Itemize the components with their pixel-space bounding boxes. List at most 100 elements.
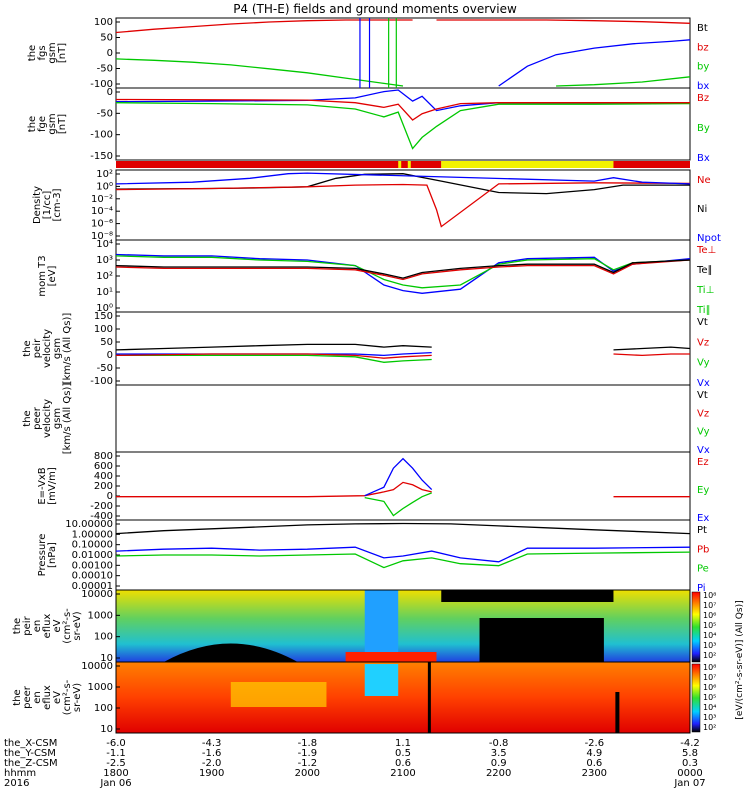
colorbar-tick: 10³	[703, 641, 716, 650]
time-axis-value: -1.2	[298, 758, 318, 769]
colorbar-tick: 10³	[703, 713, 716, 722]
series-line-Ex	[364, 457, 433, 497]
y-tick-label: 0.10000	[72, 540, 113, 551]
series-line-Ni	[115, 173, 690, 195]
legend-entry: Ti⊥	[696, 285, 714, 296]
y-tick-label: 50	[100, 337, 113, 348]
time-axis-value: 0.5	[395, 748, 411, 759]
peer-data-gap	[427, 662, 431, 733]
y-tick-label: -100	[90, 130, 113, 141]
y-axis-label: (cm²-s-	[62, 679, 73, 715]
colorbar-tick: 10⁴	[703, 703, 716, 712]
y-tick-label: -400	[90, 511, 113, 522]
time-axis-value: -1.9	[298, 748, 318, 759]
y-tick-label: 10⁰	[96, 181, 113, 192]
time-axis-value: -6.0	[106, 738, 126, 749]
time-axis-value: -4.2	[680, 738, 700, 749]
time-axis-value: 1800	[103, 768, 128, 779]
y-axis-label: [cm-3]	[52, 188, 63, 221]
y-tick-label: -100	[90, 79, 113, 90]
series-line-Ti∥	[115, 253, 691, 294]
peir_velocity-frame	[115, 311, 691, 386]
y-axis-label: [mV/m]	[47, 467, 58, 505]
colorbar-tick: 10⁶	[703, 683, 716, 692]
legend-entry: Vt	[697, 317, 708, 328]
legend-entry: Vx	[697, 445, 710, 456]
series-line-Bz	[115, 98, 690, 121]
y-tick-label: 10.00000	[65, 519, 113, 530]
legend-entry: by	[697, 62, 709, 73]
series-line-Vt	[613, 346, 691, 351]
series-line-Pt	[115, 522, 691, 535]
y-axis-label: gsm	[52, 338, 63, 359]
colorbar-tick: 10⁶	[703, 611, 716, 620]
peir-low-flux-region	[479, 618, 604, 662]
peir_spec-panel: 10000 1000 100 10 the peir en eflux eV (cm²-s-sr-…	[12, 589, 691, 664]
y-axis-label: eV	[52, 691, 63, 704]
y-axis-label: Density	[32, 186, 43, 224]
y-axis-label: the	[22, 340, 33, 356]
y-axis-label: (cm²-s-	[62, 608, 73, 644]
status-bar-segment	[398, 161, 402, 168]
legend-entry: Pb	[697, 544, 709, 555]
time-axis-value: 0.3	[682, 758, 698, 769]
time-axis-value: 2300	[582, 768, 607, 779]
time-axis-value: 4.9	[586, 748, 602, 759]
y-tick-label: 0.01000	[72, 550, 113, 561]
status-bar-segment	[613, 161, 690, 168]
y-tick-label: 600	[94, 461, 113, 472]
legend-entry: Vy	[697, 427, 710, 438]
y-tick-label: 0.00010	[72, 571, 113, 582]
legend-entry: By	[697, 123, 710, 134]
legend-entry: Pi	[697, 583, 706, 594]
y-tick-label: 0.00001	[72, 581, 113, 592]
y-axis-label: the	[22, 410, 33, 426]
y-tick-label: -50	[97, 108, 113, 119]
series-line-Vz	[115, 353, 432, 359]
y-tick-label: 10²	[96, 271, 113, 282]
series-line-by	[115, 58, 404, 87]
peir-band	[364, 590, 399, 652]
time-axis-value: Jan 07	[673, 778, 705, 789]
y-tick-label: -50	[97, 64, 113, 75]
y-axis-label: fge	[37, 116, 48, 132]
legend-entry: Vx	[697, 378, 710, 389]
status-bar-segment	[116, 161, 442, 168]
y-tick-label: 10	[100, 653, 113, 664]
series-line-Npot	[115, 172, 691, 185]
y-tick-label: 100	[94, 703, 113, 714]
time-axis-value: -1.8	[298, 738, 318, 749]
time-axis-value: -2.6	[585, 738, 605, 749]
series-line-Ti⊥	[115, 255, 691, 289]
series-line-bz	[436, 19, 691, 24]
fge-panel: 0 -50 -100 -150 the fge gsm [nT] Bz By Bx	[27, 87, 710, 164]
peir_velocity-panel: 150 100 50 0 -50 -100 the peir velocity gsm [km/s …	[22, 311, 710, 389]
time-axis: the_X-CSM -6.0 -4.3 -1.8 1.1 -0.8 -2.6 -4.2 the_…	[4, 738, 706, 789]
series-line-bx	[498, 39, 691, 87]
y-axis-label: en	[32, 691, 43, 704]
series-line-Ne	[115, 182, 691, 228]
y-axis-label: [nPa]	[47, 542, 58, 568]
time-axis-value: 0.6	[586, 758, 602, 769]
series-line-Pi	[115, 546, 691, 563]
time-axis-value: -0.8	[489, 738, 509, 749]
fgs-frame	[115, 17, 691, 89]
legend-entry: Bz	[697, 93, 709, 104]
time-axis-value: 0000	[677, 768, 702, 779]
y-tick-label: 10	[100, 724, 113, 735]
y-axis-label: peir	[22, 615, 33, 635]
y-axis-label: sr-eV)	[72, 611, 83, 640]
colorbar-tick: 10⁵	[703, 693, 716, 702]
y-tick-label: 1000	[88, 682, 113, 693]
y-axis-label: [eV]	[47, 266, 58, 287]
y-axis-label: [1/cc]	[42, 191, 53, 220]
y-tick-label: 100	[94, 324, 113, 335]
colorbar-unit: [eV/(cm²-s-sr-eV)] (All Qs)]	[735, 600, 745, 719]
y-tick-label: 0	[107, 87, 113, 98]
y-tick-label: 100	[94, 632, 113, 643]
y-tick-label: 800	[94, 451, 113, 462]
time-axis-value: 1900	[199, 768, 224, 779]
y-axis-label: [nT]	[57, 114, 68, 134]
pressure-panel: 10.000001.000000.100000.010000.001000.00…	[37, 519, 709, 594]
